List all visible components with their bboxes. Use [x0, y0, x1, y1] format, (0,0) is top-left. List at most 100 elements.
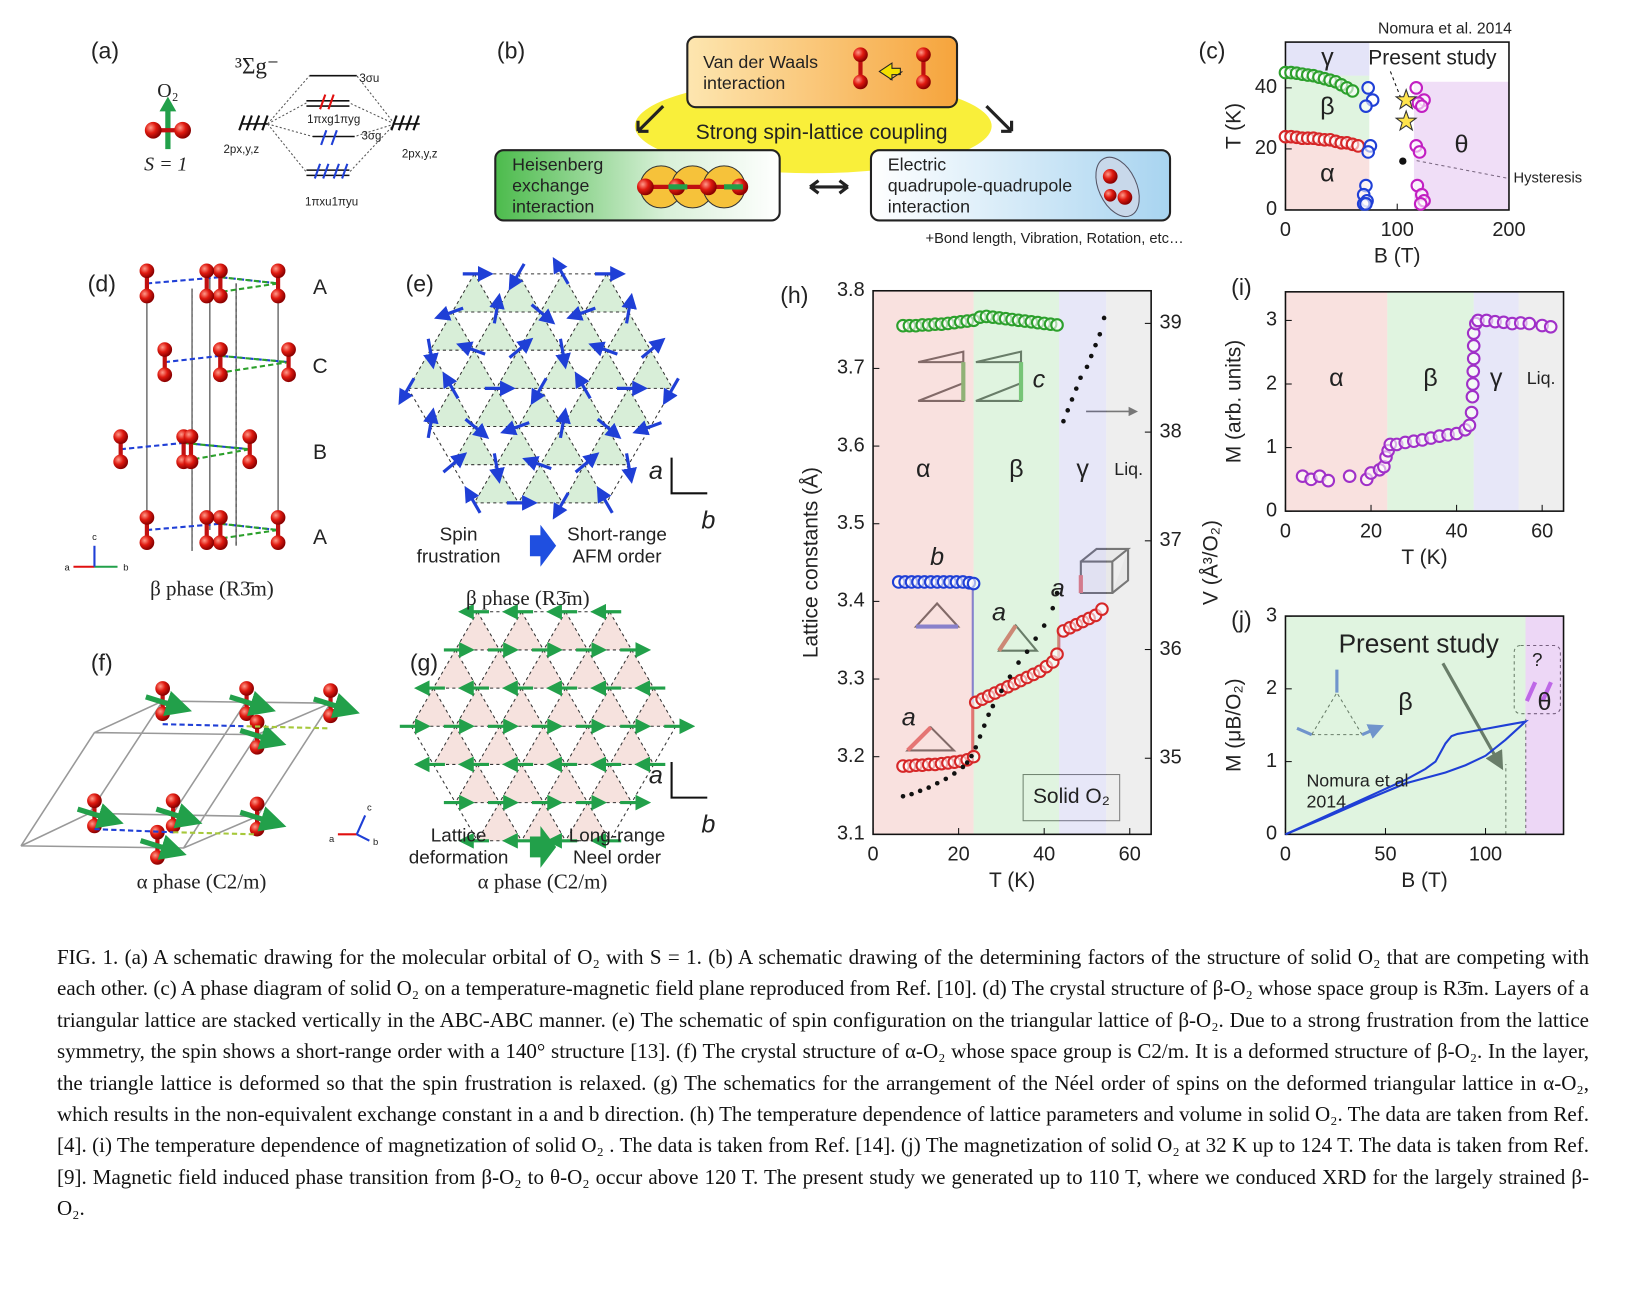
- y-axis-label: M (μB/O₂): [1223, 678, 1246, 772]
- oxygen-atom: [213, 510, 228, 525]
- spin: [566, 305, 596, 321]
- lattice-triangle: [477, 649, 522, 689]
- data-point: [1466, 364, 1481, 379]
- spin: [621, 453, 637, 484]
- data-point: [943, 776, 949, 782]
- data-point: [1466, 339, 1481, 353]
- oxygen-atom: [183, 454, 199, 470]
- y2-tick-label: 36: [1160, 638, 1182, 660]
- data-point: [969, 753, 974, 759]
- lattice-triangle: [587, 688, 632, 727]
- data-point: [1465, 389, 1480, 404]
- lattice-triangle: [433, 649, 478, 689]
- lattice-triangle: [587, 764, 632, 803]
- oxygen-atom: [199, 510, 215, 525]
- y-tick-label: 3.8: [837, 279, 865, 301]
- data-point: [926, 785, 931, 790]
- lattice-triangle: [452, 350, 497, 389]
- spin: [145, 690, 192, 716]
- spin: [155, 803, 203, 829]
- lattice-triangle: [606, 312, 651, 351]
- y-tick-label: 20: [1255, 137, 1277, 159]
- figure-caption: FIG. 1. (a) A schematic drawing for the …: [57, 945, 1589, 1221]
- unit-cell: [191, 283, 237, 552]
- label: (f): [91, 649, 113, 675]
- y-tick-label: 2: [1266, 372, 1277, 394]
- region-label: α: [1329, 364, 1344, 392]
- phase-region: [1106, 290, 1152, 835]
- oxygen-atom: [199, 288, 215, 304]
- region-label: Liq.: [1527, 368, 1556, 388]
- panel-label: (j): [1231, 606, 1252, 632]
- axis-c: [355, 815, 367, 835]
- correlation-line: [267, 75, 395, 173]
- label: c: [1033, 366, 1046, 394]
- data-point: [1061, 418, 1066, 424]
- interaction-arrows: [636, 104, 1014, 195]
- oxygen-atom: [144, 121, 162, 139]
- vdw-box: [686, 35, 959, 109]
- spin: [530, 303, 556, 325]
- region-label: β: [1009, 455, 1023, 483]
- lattice-triangle: [540, 426, 585, 465]
- y-tick-label: 3.5: [837, 512, 865, 534]
- axis-b: [356, 833, 370, 842]
- label: exchange: [512, 176, 589, 196]
- y-tick-label: 40: [1255, 76, 1277, 98]
- spin: [588, 341, 618, 357]
- oxygen-atom: [249, 796, 265, 812]
- spin: [239, 806, 287, 832]
- lattice-triangle: [455, 688, 500, 727]
- label: 1πxu1πyu: [305, 197, 358, 209]
- data-point: [960, 764, 966, 770]
- x-axis-label: T (K): [989, 869, 1035, 892]
- unit-cell: [146, 264, 279, 552]
- bond-line: [206, 522, 279, 542]
- data-point: [1054, 590, 1060, 596]
- data-point: [977, 734, 983, 739]
- label: Lattice: [431, 825, 487, 846]
- spin: [596, 417, 622, 440]
- data-point: [1413, 197, 1428, 211]
- bond-line: [206, 276, 279, 295]
- y2-tick-label: 35: [1160, 747, 1182, 769]
- oxygen-atom: [853, 74, 868, 90]
- label: 3σu: [359, 73, 379, 85]
- lattice-triangle: [455, 611, 500, 650]
- label: deformation: [409, 848, 509, 869]
- label: Nomura et al. 2014: [1378, 21, 1512, 38]
- data-point: [909, 791, 914, 797]
- oxygen-atom: [87, 793, 102, 809]
- label: C: [312, 355, 327, 378]
- lattice-triangle: [499, 611, 544, 650]
- region-label: β: [1423, 364, 1437, 392]
- label: Van der Waals: [703, 52, 818, 72]
- lattice-triangle: [477, 726, 522, 765]
- y-tick-label: 2: [1266, 677, 1277, 699]
- oxygen-atom: [113, 429, 129, 444]
- y-tick-label: 3.4: [837, 590, 865, 612]
- label: Present study: [1368, 46, 1497, 69]
- data-point: [1342, 469, 1357, 484]
- label: 2px,y,z: [402, 148, 438, 160]
- lattice-triangle: [496, 426, 541, 465]
- lattice-triangle: [565, 802, 610, 841]
- data-point: [973, 745, 979, 750]
- axis: [670, 761, 708, 799]
- data-point: [1361, 145, 1375, 159]
- data-point: [981, 723, 987, 728]
- data-point: [1050, 318, 1064, 332]
- oxygen-atom: [916, 74, 931, 90]
- lattice-triangle: [565, 649, 610, 689]
- data-point: [1007, 674, 1013, 680]
- spin: [632, 420, 662, 436]
- axis: [670, 457, 708, 495]
- data-point: [1101, 315, 1107, 321]
- spin: [552, 257, 570, 285]
- spin: [574, 371, 592, 400]
- label: (b): [497, 38, 525, 64]
- label: AFM order: [572, 547, 661, 568]
- lattice-triangle: [518, 388, 563, 427]
- label: b: [930, 543, 944, 571]
- spin: [489, 292, 505, 324]
